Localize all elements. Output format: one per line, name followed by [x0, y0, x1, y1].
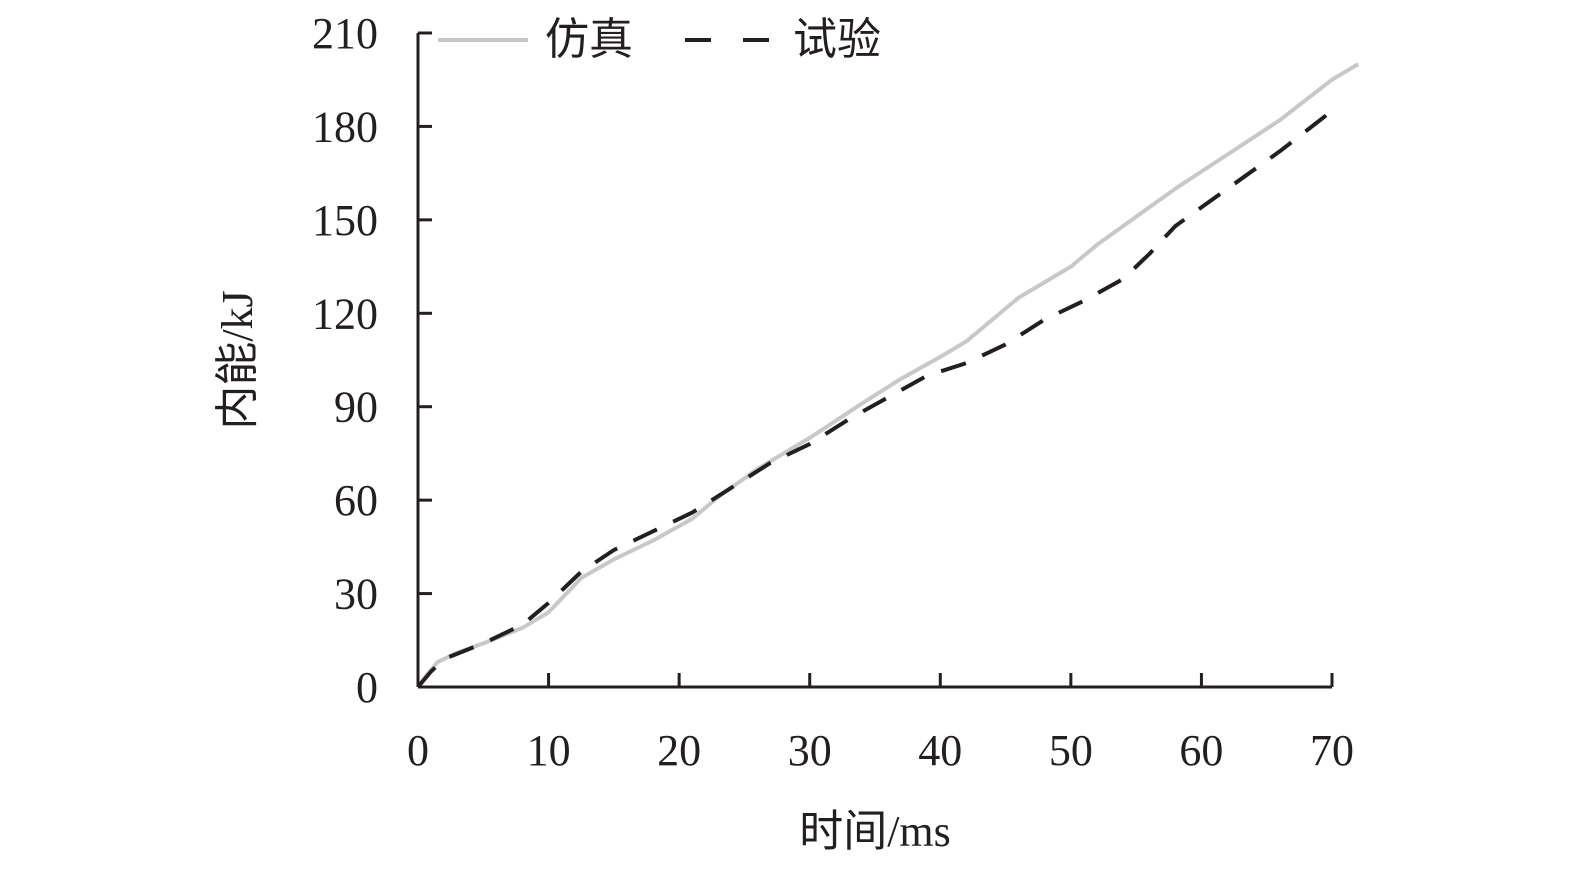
x-tick-label: 70 — [1310, 726, 1354, 775]
x-tick-label: 10 — [527, 726, 571, 775]
x-tick-label: 50 — [1049, 726, 1093, 775]
y-axis-title: 内能/kJ — [213, 290, 262, 429]
legend-label-test: 试验 — [793, 15, 881, 64]
y-tick-label: 30 — [334, 570, 378, 619]
x-tick-label: 0 — [407, 726, 429, 775]
y-tick-label: 210 — [312, 9, 378, 58]
axes: 0 30 60 90 120 150 180 210 0 10 20 30 40 50 60 70 — [312, 9, 1354, 775]
y-tick-label: 90 — [334, 383, 378, 432]
legend: 仿真 试验 — [438, 15, 881, 64]
y-tick-label: 0 — [356, 663, 378, 712]
x-tick-label: 20 — [657, 726, 701, 775]
x-tick-label: 30 — [788, 726, 832, 775]
series-line-test — [416, 109, 1334, 689]
legend-label-simulation: 仿真 — [545, 15, 633, 64]
y-tick-label: 60 — [334, 476, 378, 525]
x-axis-title: 时间/ms — [799, 807, 951, 856]
series-line-simulation — [416, 62, 1360, 689]
series-layer — [416, 62, 1360, 689]
y-tick-label: 180 — [312, 102, 378, 151]
x-tick-label: 40 — [918, 726, 962, 775]
x-tick-label: 60 — [1179, 726, 1223, 775]
y-tick-label: 120 — [312, 289, 378, 338]
y-tick-label: 150 — [312, 196, 378, 245]
